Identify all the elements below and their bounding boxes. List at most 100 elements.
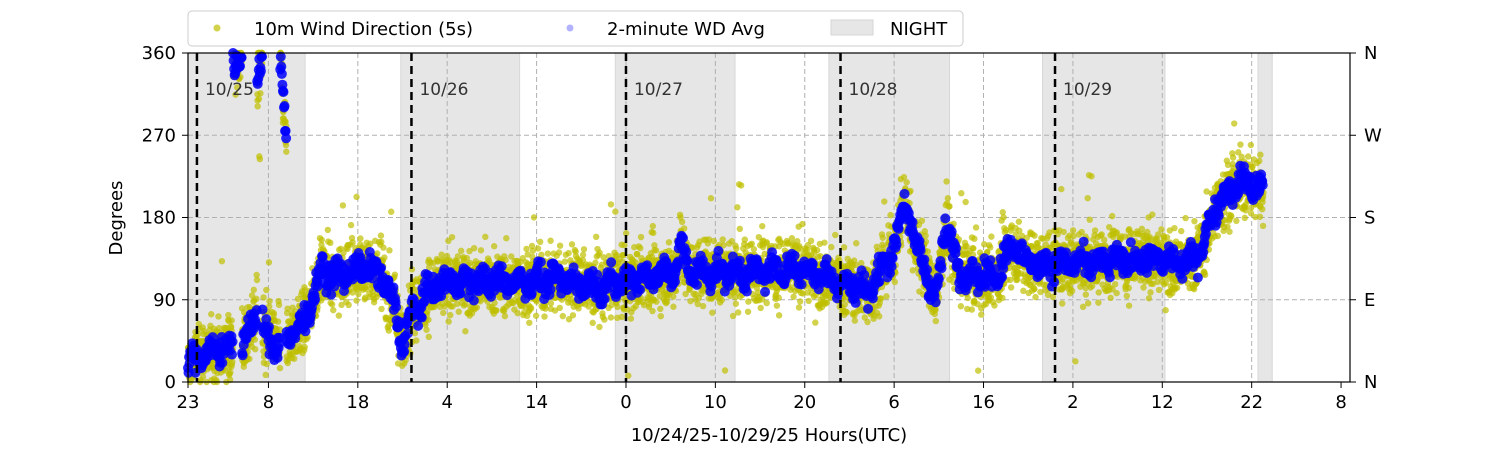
wd5s-point [612, 208, 619, 215]
wd5s-point [466, 247, 473, 255]
wd5s-point [473, 304, 481, 311]
wd5s-point [709, 309, 716, 316]
wd5s-point [883, 293, 890, 300]
wd5s-point [260, 294, 267, 301]
wd5s-point [763, 299, 770, 307]
wd5s-point [357, 235, 364, 242]
wd5s-point [425, 333, 432, 341]
wd5s-point [670, 293, 677, 300]
wd5s-point [541, 313, 548, 320]
wd5s-point [891, 278, 899, 286]
wd5s-point [1058, 185, 1065, 193]
wd5s-point [687, 297, 694, 305]
wd5s-point [340, 249, 347, 257]
wd5s-point [721, 367, 729, 374]
wd5s-point [971, 235, 978, 242]
wd5s-point [1007, 284, 1015, 291]
wd5s-point [294, 295, 302, 303]
wd5s-point [733, 245, 740, 252]
wd5s-point [627, 315, 635, 322]
wd5s-point [974, 367, 982, 374]
wd5s-point [422, 321, 429, 328]
wd5s-point [607, 314, 615, 321]
wd5s-point [466, 259, 474, 267]
wd5s-point [653, 298, 660, 305]
wd5s-point [681, 225, 688, 232]
wd5s-point [454, 253, 462, 260]
wd5s-point [445, 318, 452, 325]
wd5s-point [526, 319, 533, 326]
wd5s-point [821, 239, 828, 246]
wd5s-point [301, 343, 308, 351]
wd5s-point [462, 328, 469, 335]
wd5s-point [988, 233, 995, 240]
wd5s-point [924, 248, 931, 255]
wd5s-point [1113, 289, 1120, 297]
wd5s-point [248, 292, 256, 299]
wd5s-point [633, 250, 641, 258]
wd5s-point [657, 305, 664, 313]
wd5s-point [1082, 291, 1090, 298]
wd5s-point [932, 306, 939, 313]
wd5s-point [1109, 212, 1116, 220]
wd5s-point [1138, 225, 1146, 233]
wd5s-point [596, 249, 603, 256]
wd5s-point [799, 220, 806, 228]
wd5s-point [253, 276, 261, 284]
wd5s-point [853, 240, 860, 247]
wd5s-point [807, 237, 815, 245]
wd5s-point [748, 240, 755, 247]
wd5s-point [1149, 211, 1156, 218]
wd5s-point [568, 241, 576, 248]
wd5s-point [551, 307, 559, 314]
wd5s-point [1171, 224, 1178, 232]
wd5s-point [710, 237, 717, 245]
wd5s-point [463, 254, 471, 262]
wd5s-point [276, 364, 284, 372]
wd5s-point [253, 295, 260, 303]
wd5s-point [1000, 214, 1007, 221]
wd5s-point [339, 202, 347, 209]
wd5s-point [592, 233, 600, 241]
wd5s-point [565, 249, 572, 257]
wd5s-point [796, 298, 804, 305]
wd5s-point [841, 301, 849, 308]
wd5s-point [707, 195, 715, 202]
wd5s-point [970, 245, 977, 252]
wd5s-point [828, 243, 835, 251]
wd5s-point [1032, 293, 1039, 301]
wd5s-point [370, 299, 378, 306]
wd5s-point [805, 297, 812, 305]
wd5s-point [527, 305, 535, 312]
wd5s-point [532, 312, 540, 319]
wd5s-point [619, 252, 627, 259]
wd5s-point [547, 237, 554, 244]
wd5s-point [1147, 289, 1154, 296]
wd5s-point [1095, 299, 1102, 306]
wd5s-point [775, 312, 783, 319]
wd5s-point [523, 245, 530, 253]
wd5s-point [1163, 234, 1171, 241]
wd5s-point [559, 312, 567, 320]
wd5s-point [987, 244, 994, 251]
wd5s-point [227, 369, 234, 376]
wd5s-point [491, 299, 498, 307]
wd5s-point [720, 242, 727, 249]
wd5s-point [1107, 294, 1114, 302]
wd5s-point [1060, 228, 1067, 236]
wd5s-point [682, 290, 689, 298]
wd5s-point [250, 286, 258, 294]
wd5s-point [858, 259, 865, 267]
wd5s-point [622, 230, 630, 237]
wd5s-point [556, 242, 564, 249]
wd5s-point [972, 224, 980, 231]
wd5s-point [879, 234, 886, 241]
wd5s-point [353, 193, 360, 201]
wd5s-point [832, 231, 839, 239]
wd5s-point [218, 257, 226, 265]
wd5s-point [964, 294, 971, 302]
wd5s-point [579, 251, 587, 259]
wd5s-point [1069, 227, 1077, 234]
wd5s-point [773, 302, 781, 309]
